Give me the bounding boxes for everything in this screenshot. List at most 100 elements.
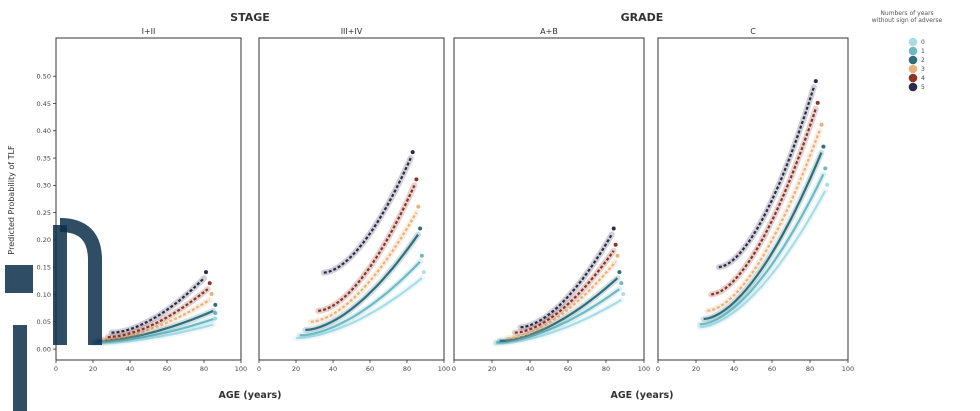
series-line-0 (92, 323, 214, 345)
x-tick-label: 80 (200, 365, 208, 373)
series-ribbon-3 (504, 258, 619, 342)
legend: Numbers of years without sign of adverse… (872, 10, 943, 92)
series-line-1 (495, 288, 620, 344)
y-tick-label: 0.30 (37, 182, 51, 190)
legend-item-1: 1 (908, 46, 925, 56)
series-endpoint-3 (819, 122, 824, 127)
x-tick-label: 80 (602, 365, 610, 373)
x-tick-label: 60 (366, 365, 374, 373)
x-tick-label: 20 (692, 365, 700, 373)
x-tick-label: 100 (235, 365, 247, 373)
legend-items: 0 1 2 3 4 5 (908, 37, 925, 92)
y-tick-label: 0.35 (37, 154, 51, 162)
legend-label: 2 (921, 57, 925, 64)
series-endpoint-3 (209, 292, 214, 296)
series-endpoint-5 (813, 79, 818, 84)
series-line-5 (111, 277, 205, 334)
series-endpoint-3 (615, 253, 620, 258)
x-tick-label: 80 (403, 365, 411, 373)
x-tick-label: 40 (730, 365, 738, 373)
series-endpoint-0 (421, 270, 426, 275)
panel-frame (258, 37, 445, 361)
series-line-4 (710, 108, 817, 296)
series-endpoint-4 (207, 281, 212, 286)
series-endpoint-0 (825, 182, 830, 187)
panel-frame (657, 37, 849, 361)
series-endpoint-1 (213, 311, 218, 316)
panel-title: III+IV (341, 27, 363, 36)
y-tick-label: 0.05 (37, 318, 51, 326)
watermark-glyph (5, 218, 102, 411)
series-line-2 (703, 152, 823, 321)
legend-swatch (908, 64, 918, 74)
x-axis-label-grade: AGE (years) (610, 390, 673, 401)
x-tick-label: 100 (438, 365, 450, 373)
series-line-0 (295, 277, 423, 340)
x-tick-label: 0 (257, 365, 261, 373)
panel-4: C 0 20 40 60 80 100 (656, 27, 854, 373)
series-line-2 (305, 233, 419, 332)
legend-item-5: 5 (908, 82, 925, 92)
legend-label: 5 (921, 84, 925, 91)
x-tick-label: 20 (292, 365, 300, 373)
series-line-3 (102, 299, 211, 341)
legend-item-2: 2 (908, 55, 925, 65)
series-line-0 (495, 299, 622, 345)
x-tick-label: 60 (564, 365, 572, 373)
legend-swatch (908, 82, 918, 92)
series-endpoint-5 (204, 270, 208, 275)
series-endpoint-0 (621, 292, 626, 296)
series-line-2 (96, 309, 214, 342)
x-tick-label: 100 (638, 365, 650, 373)
series-line-1 (92, 318, 214, 344)
legend-item-4: 4 (908, 73, 925, 83)
legend-swatch (908, 55, 918, 65)
series-line-4 (318, 184, 416, 312)
y-axis-label: Predicted Probability of TLF (7, 145, 16, 255)
legend-label: 0 (921, 39, 925, 46)
y-tick-label: 0.40 (37, 127, 51, 135)
y-tick-label: 0.45 (37, 100, 51, 108)
series-endpoint-5 (611, 226, 616, 231)
series-line-3 (707, 130, 821, 312)
panel-3: A+B 0 20 40 60 80 100 (452, 27, 650, 373)
legend-item-3: 3 (908, 64, 925, 74)
x-tick-label: 80 (806, 365, 814, 373)
panel-title: A+B (540, 27, 558, 36)
x-tick-label: 0 (54, 365, 58, 373)
series-endpoint-4 (414, 177, 419, 182)
panel-title: C (750, 27, 756, 36)
legend-swatch (908, 73, 918, 83)
series-endpoint-5 (410, 150, 415, 155)
series-endpoint-1 (619, 281, 624, 286)
series-line-3 (310, 212, 418, 323)
panel-2: III+IV 0 20 40 60 80 100 (257, 27, 450, 373)
series-line-1 (299, 261, 421, 337)
x-tick-label: 20 (488, 365, 496, 373)
series-endpoint-1 (419, 253, 424, 258)
legend-label: 1 (921, 48, 925, 55)
x-tick-label: 60 (163, 365, 171, 373)
series-line-0 (699, 190, 827, 329)
legend-item-0: 0 (908, 37, 925, 47)
series-line-4 (107, 288, 209, 339)
series-line-5 (520, 233, 613, 329)
x-axis-label-stage: AGE (years) (218, 390, 281, 401)
x-tick-label: 0 (452, 365, 456, 373)
legend-swatch (908, 46, 918, 56)
series-endpoint-2 (213, 302, 218, 307)
panels: I+II 0 20 40 60 80 100 0.00 0.05 0.10 0.15 0.20 0.25… (37, 27, 855, 373)
series-endpoint-1 (823, 166, 828, 171)
x-tick-label: 60 (768, 365, 776, 373)
legend-title-line-2: without sign of adverse (872, 17, 943, 24)
y-tick-label: 0.25 (37, 209, 51, 217)
series-endpoint-3 (416, 204, 421, 209)
x-tick-label: 0 (656, 365, 660, 373)
series-line-1 (699, 173, 825, 326)
x-tick-label: 40 (526, 365, 534, 373)
group-title-stage: STAGE (230, 11, 270, 24)
series-line-4 (514, 250, 615, 334)
series-endpoint-2 (821, 144, 826, 149)
x-tick-label: 40 (329, 365, 337, 373)
